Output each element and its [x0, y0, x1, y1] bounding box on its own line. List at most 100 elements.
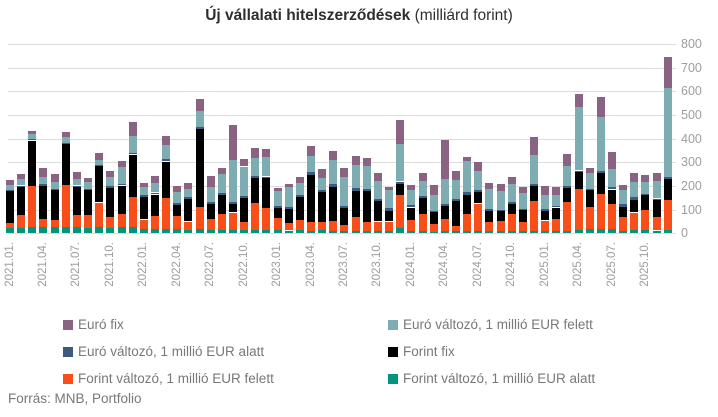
legend-item: Forint változó, 1 millió EUR alatt [388, 371, 595, 386]
bar-segment [184, 221, 193, 230]
bar-segment [72, 214, 81, 228]
bar-segment [139, 195, 148, 197]
bar-segment [641, 209, 650, 230]
bar-segment [173, 191, 182, 203]
bar-segment [240, 229, 249, 234]
bar-segment [619, 190, 628, 205]
bar-segment [619, 230, 628, 234]
bar-segment [295, 197, 304, 220]
bar-segment [340, 225, 349, 231]
bar-segment [251, 230, 260, 234]
legend-item: Forint fix [388, 344, 455, 359]
chart-title-unit: (milliárd forint) [410, 7, 513, 24]
bar-segment [596, 194, 605, 229]
bar-segment [117, 167, 126, 185]
bar-segment [429, 224, 438, 232]
bar-segment [229, 212, 237, 230]
bar-segment [28, 186, 37, 228]
bar-segment [373, 230, 382, 234]
legend-label: Forint változó, 1 millió EUR felett [78, 371, 274, 386]
y-axis-label-500: 500 [681, 107, 702, 122]
bar-segment [329, 184, 338, 187]
bar-segment [652, 230, 661, 234]
bar-segment [541, 194, 550, 210]
bar-segment [206, 219, 215, 230]
bar-segment [284, 184, 293, 187]
bar-segment [17, 185, 26, 187]
bar-segment [641, 193, 650, 195]
bar-segment [318, 177, 327, 190]
bar-segment [150, 216, 159, 230]
bar-segment [630, 173, 639, 183]
bar-segment [596, 172, 605, 194]
bar-segment [318, 222, 327, 230]
bar-segment [641, 182, 650, 194]
bar-segment [106, 187, 115, 218]
bar-segment [641, 174, 650, 183]
bar-segment [95, 202, 104, 228]
bar-segment [663, 230, 672, 234]
bar-segment [563, 188, 572, 203]
bar-segment [507, 204, 516, 215]
bar-segment [630, 212, 639, 230]
bar-segment [663, 200, 672, 230]
x-axis-label: 2022.04. [170, 242, 183, 287]
bar-segment [585, 167, 594, 173]
bar-segment [340, 230, 349, 234]
bar-segment [596, 117, 605, 171]
bar-segment [184, 183, 193, 189]
bar-segment [396, 181, 405, 185]
bar-segment [295, 229, 304, 234]
bar-segment [295, 194, 304, 198]
bar-segment [641, 194, 650, 210]
bar-segment [485, 182, 494, 189]
bar-segment [184, 229, 193, 234]
bar-segment [251, 203, 260, 230]
bar-segment [373, 180, 382, 199]
bar-segment [518, 187, 527, 193]
bar-segment [6, 228, 14, 234]
bar-segment [463, 194, 472, 215]
bar-segment [28, 139, 37, 141]
bar-segment [307, 230, 315, 234]
bar-segment [429, 185, 438, 196]
bar-segment [440, 205, 449, 220]
bar-segment [173, 202, 182, 205]
bar-segment [84, 214, 92, 228]
bar-segment [61, 142, 70, 145]
bar-segment [351, 190, 360, 218]
bar-segment [451, 171, 460, 180]
bar-segment [641, 229, 650, 234]
bar-segment [262, 208, 271, 230]
bar-segment [95, 164, 104, 166]
bar-segment [139, 229, 148, 234]
y-axis-label-0: 0 [681, 226, 688, 241]
bar-segment [362, 188, 371, 191]
legend-item: Euró fix [63, 317, 124, 332]
bar-segment [507, 230, 516, 234]
bar-segment [307, 172, 315, 175]
bar-segment [496, 209, 505, 211]
bar-segment [117, 185, 126, 215]
bar-segment [128, 152, 137, 155]
bar-segment [150, 229, 159, 234]
bar-segment [61, 184, 70, 228]
bar-segment [518, 222, 527, 231]
y-axis-label-400: 400 [681, 131, 702, 146]
x-axis-label: 2022.10. [237, 242, 250, 287]
bar-segment [28, 131, 37, 134]
bar-segment [307, 222, 315, 231]
bar-segment [418, 195, 427, 199]
bar-segment [608, 229, 616, 234]
bar-segment [552, 194, 561, 206]
bar-segment [407, 207, 416, 220]
bar-segment [72, 185, 81, 187]
bar-segment [28, 140, 37, 186]
bar-segment [117, 184, 126, 186]
x-axis-label: 2024.07. [471, 242, 484, 287]
bar-segment [574, 229, 583, 234]
y-axis-label-300: 300 [681, 155, 702, 170]
bar-segment [95, 153, 104, 160]
bar-segment [50, 188, 59, 190]
bar-segment [240, 222, 249, 230]
